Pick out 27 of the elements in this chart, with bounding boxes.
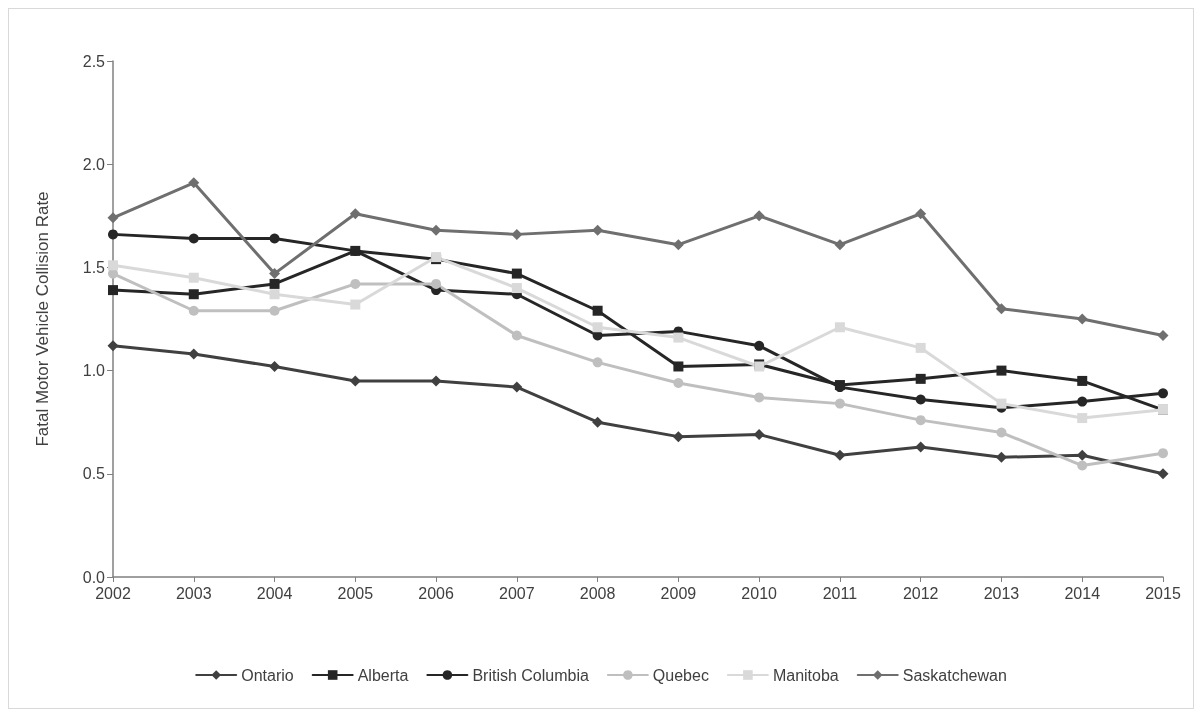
x-tick-label: 2015	[1145, 584, 1181, 602]
x-tick-label: 2005	[337, 584, 374, 602]
y-tick-label: 2.0	[82, 155, 106, 173]
x-tick-label: 2004	[256, 584, 293, 602]
x-tick-label: 2009	[660, 584, 697, 602]
x-tick-label: 2007	[499, 584, 535, 602]
x-tick-label: 2010	[741, 584, 778, 602]
x-tick-label: 2008	[579, 584, 616, 602]
y-tick-label: 1.5	[82, 258, 106, 276]
x-tick-label: 2013	[983, 584, 1020, 602]
x-tick-label: 2011	[822, 584, 858, 602]
x-tick-label: 2014	[1064, 584, 1101, 602]
legend-label: British Columbia	[472, 666, 589, 684]
x-tick-label: 2006	[418, 584, 454, 602]
legend-label: Alberta	[357, 666, 409, 684]
x-tick-label: 2002	[95, 584, 131, 602]
x-tick-label: 2012	[902, 584, 939, 602]
y-axis-title: Fatal Motor Vehicle Collision Rate	[33, 191, 52, 447]
y-tick-label: 0.0	[82, 568, 106, 586]
y-tick-label: 1.0	[82, 362, 106, 380]
legend-label: Saskatchewan	[902, 666, 1007, 684]
y-tick-label: 2.5	[82, 52, 106, 70]
x-tick-label: 2003	[175, 584, 212, 602]
legend-label: Ontario	[241, 666, 294, 684]
y-tick-label: 0.5	[82, 465, 106, 483]
legend-label: Manitoba	[772, 666, 839, 684]
legend-label: Quebec	[652, 666, 709, 684]
